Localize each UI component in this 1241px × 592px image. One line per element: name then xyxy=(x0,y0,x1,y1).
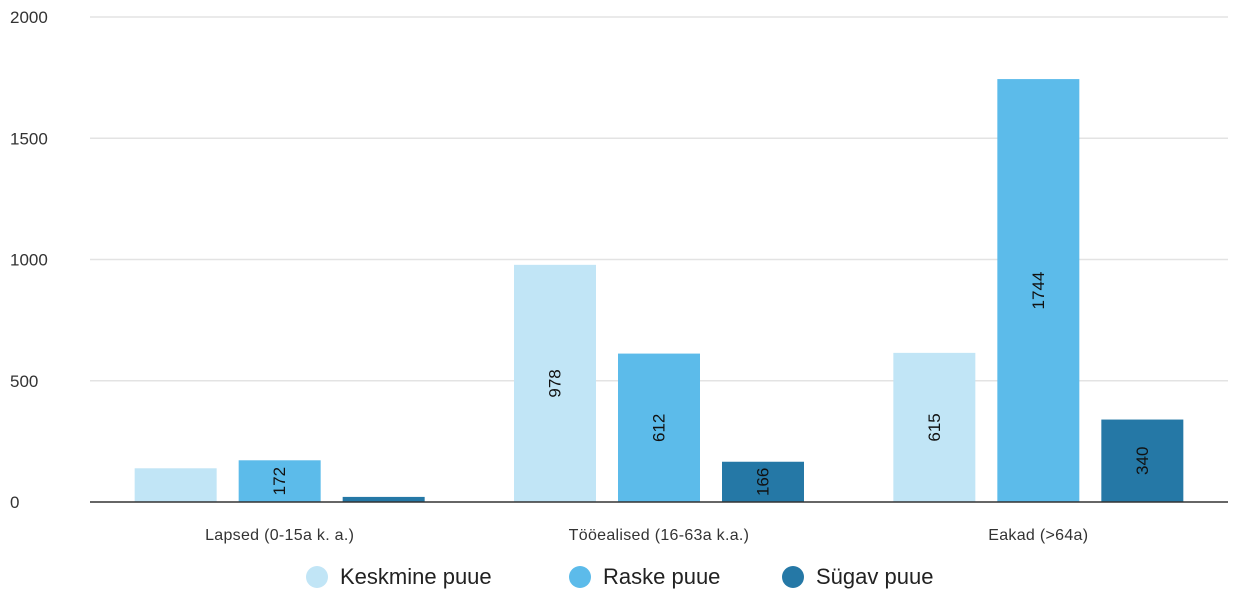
bar-value-label: 172 xyxy=(270,467,289,495)
bar[interactable] xyxy=(238,460,321,502)
legend-swatch-sugav-puue xyxy=(782,566,804,588)
legend-label: Keskmine puue xyxy=(340,564,492,589)
bar-labels: 172 978 612 166 615 1744 340 xyxy=(270,272,1152,496)
bar[interactable] xyxy=(514,264,596,502)
x-axis-ticks: Lapsed (0-15a k. a.) Tööealised (16-63a k… xyxy=(205,527,1088,544)
bar[interactable] xyxy=(1101,419,1184,502)
bar[interactable] xyxy=(618,353,700,502)
bar-value-label: 978 xyxy=(546,369,565,397)
legend: Keskmine puue Raske puue Sügav puue xyxy=(0,562,1241,592)
bar[interactable] xyxy=(342,496,425,502)
legend-swatch-keskmine-puue xyxy=(306,566,328,588)
bars xyxy=(134,79,1184,502)
bar[interactable] xyxy=(722,461,804,502)
legend-item-raske-puue[interactable]: Raske puue xyxy=(569,564,720,590)
legend-swatch-raske-puue xyxy=(569,566,591,588)
y-tick-label: 500 xyxy=(10,372,38,391)
bar[interactable] xyxy=(997,79,1080,502)
x-tick-label: Lapsed (0-15a k. a.) xyxy=(205,527,354,544)
legend-item-keskmine-puue[interactable]: Keskmine puue xyxy=(306,564,492,590)
y-axis-ticks: 0 500 1000 1500 2000 xyxy=(10,8,48,512)
bar[interactable] xyxy=(893,352,976,502)
bar-value-label: 340 xyxy=(1133,447,1152,475)
y-tick-label: 0 xyxy=(10,493,19,512)
bar-value-label: 612 xyxy=(650,414,669,442)
bar-value-label: 166 xyxy=(754,468,773,496)
bar-value-label: 615 xyxy=(925,413,944,441)
y-tick-label: 1000 xyxy=(10,251,48,270)
x-tick-label: Tööealised (16-63a k.a.) xyxy=(569,527,750,544)
x-tick-label: Eakad (>64a) xyxy=(988,527,1088,544)
legend-label: Sügav puue xyxy=(816,564,934,589)
bar[interactable] xyxy=(134,468,217,502)
y-tick-label: 2000 xyxy=(10,8,48,27)
y-tick-label: 1500 xyxy=(10,129,48,148)
bar-value-label: 1744 xyxy=(1029,272,1048,310)
legend-item-sugav-puue[interactable]: Sügav puue xyxy=(782,564,933,590)
legend-label: Raske puue xyxy=(603,564,721,589)
